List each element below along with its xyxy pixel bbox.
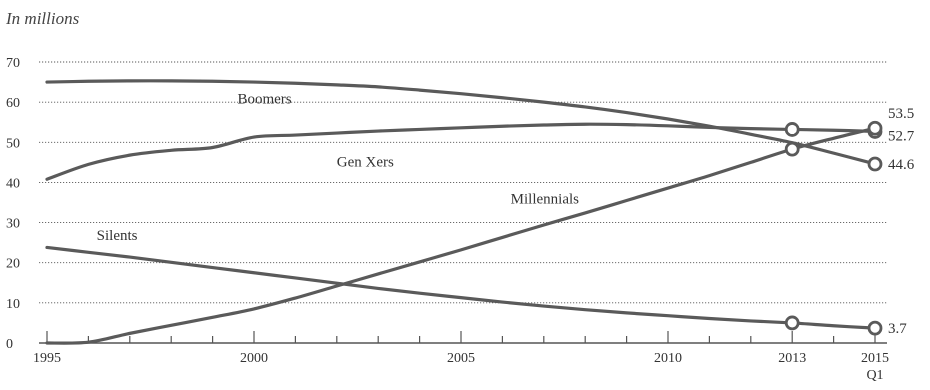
x-axis: 1995 2000 2005 2010 2013 2015 Q1 [33, 331, 889, 383]
x-tick-label-2000: 2000 [240, 351, 268, 366]
x-tick-label-2005: 2005 [447, 351, 475, 366]
y-tick-label-0: 0 [6, 337, 13, 352]
marker-millennials-2015 [867, 120, 883, 136]
series-line-boomers [45, 79, 877, 166]
y-tick-label-40: 40 [6, 176, 20, 191]
y-tick-label-50: 50 [6, 136, 20, 151]
marker-boomers-2015 [867, 156, 883, 172]
series-lines [45, 79, 877, 345]
y-tick-label-10: 10 [6, 297, 20, 312]
series-line-silents [45, 245, 877, 330]
end-label-silents: 3.7 [888, 321, 907, 337]
x-tick-label-1995: 1995 [33, 351, 61, 366]
marker-silents-2015 [867, 320, 883, 336]
y-tick-label-20: 20 [6, 257, 20, 272]
marker-gen-xers-2013 [784, 122, 800, 137]
gridlines [39, 61, 887, 304]
series-label-boomers: Boomers [237, 91, 291, 107]
x-tick-label-2013: 2013 [778, 351, 806, 366]
x-tick-label-2010: 2010 [654, 351, 682, 366]
y-axis-tick-labels: 0 10 20 30 40 50 60 70 [6, 56, 20, 352]
unit-label: In millions [5, 9, 80, 28]
series-label-silents: Silents [97, 228, 138, 244]
end-label-gen-xers: 52.7 [888, 128, 915, 144]
series-markers [784, 120, 883, 336]
x-tick-label-2015: 2015 [861, 351, 889, 366]
end-label-boomers: 44.6 [888, 157, 915, 173]
y-tick-label-60: 60 [6, 96, 20, 111]
series-labels: Boomers Gen Xers Millennials Silents [97, 91, 579, 243]
series-line-millennials [45, 126, 877, 345]
y-tick-label-30: 30 [6, 217, 20, 232]
series-label-millennials: Millennials [511, 191, 579, 207]
marker-millennials-2013 [784, 141, 800, 157]
end-label-millennials: 53.5 [888, 106, 914, 122]
y-tick-label-70: 70 [6, 56, 20, 71]
end-value-labels: 44.6 52.7 53.5 3.7 [888, 106, 915, 337]
series-line-gen-xers [45, 122, 877, 181]
marker-silents-2013 [784, 315, 800, 331]
x-tick-sublabel-2015: Q1 [866, 368, 883, 383]
series-label-gen-xers: Gen Xers [337, 154, 394, 170]
